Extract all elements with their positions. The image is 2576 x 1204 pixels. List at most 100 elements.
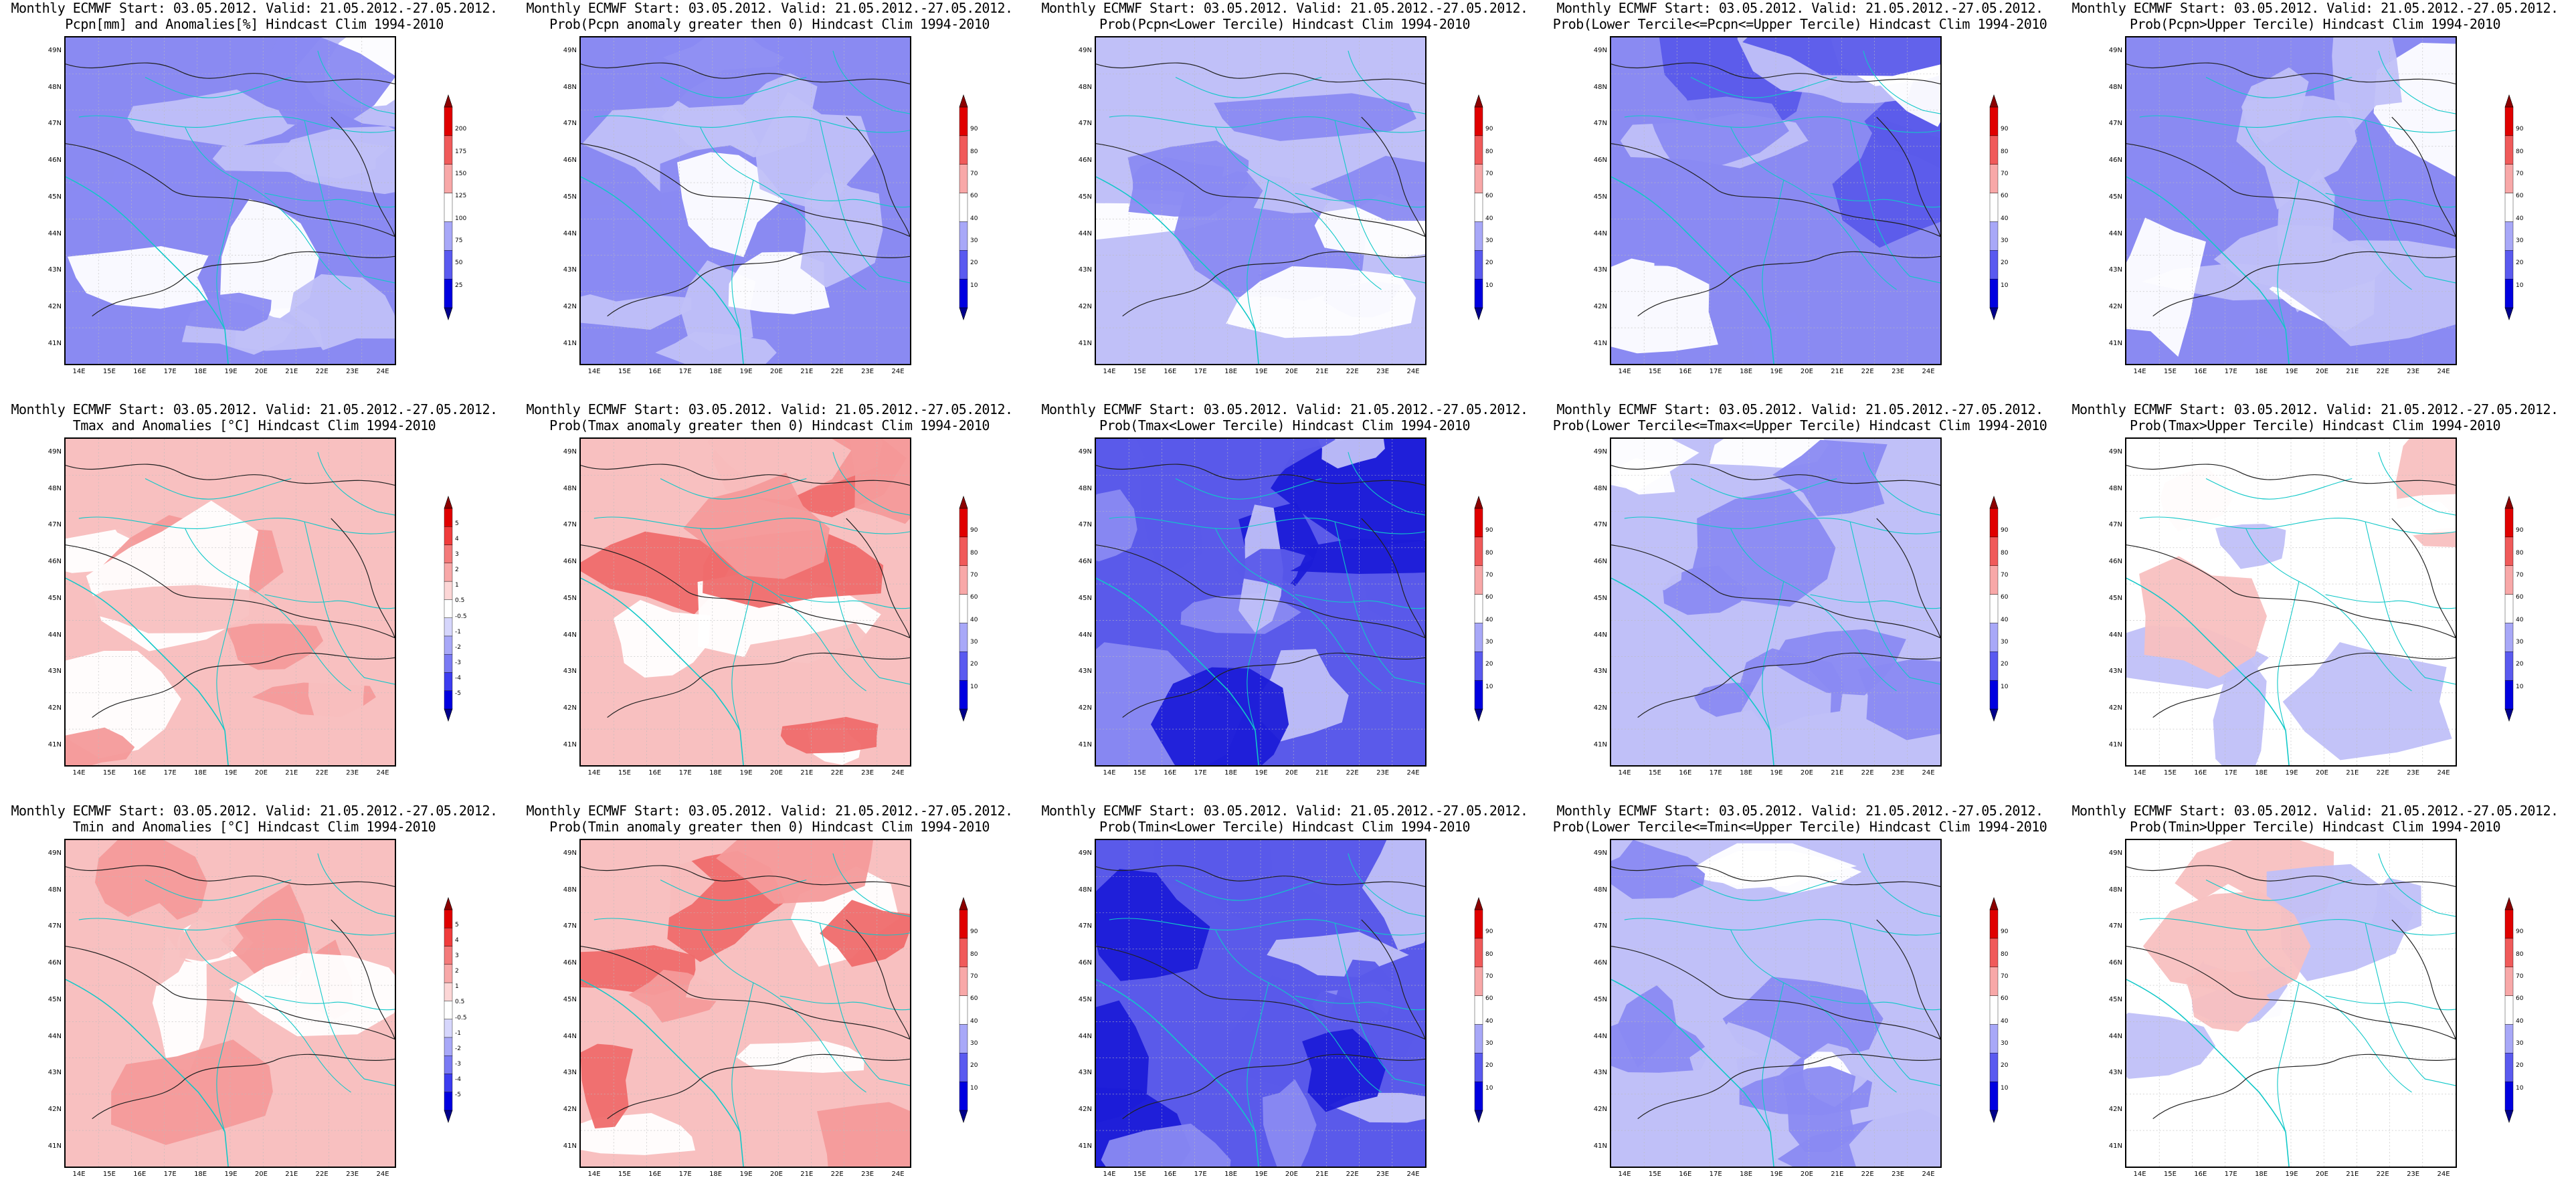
longitude-label: 22E [1346, 769, 1359, 777]
latitude-label: 41N [1593, 740, 1607, 748]
longitude-label: 23E [346, 368, 359, 375]
longitude-label: 17E [1194, 368, 1207, 375]
latitude-label: 48N [48, 484, 62, 492]
colorbar: 10 20 30 40 60 70 80 90 [2502, 94, 2543, 321]
latitude-label: 42N [48, 704, 62, 712]
panel-title-line2: Prob(Tmax<Lower Tercile) Hindcast Clim 1… [1099, 417, 1470, 433]
panel-title: Monthly ECMWF Start: 03.05.2012. Valid: … [0, 0, 509, 32]
country-border [1295, 594, 1425, 609]
latitude-label: 42N [1078, 302, 1092, 310]
longitude-label: 24E [1406, 368, 1420, 375]
panel-title: Monthly ECMWF Start: 03.05.2012. Valid: … [515, 803, 1024, 835]
coastline [1096, 176, 1259, 364]
map-panel: Monthly ECMWF Start: 03.05.2012. Valid: … [1546, 0, 2054, 401]
longitude-label: 18E [2255, 368, 2268, 375]
colorbar-tick-label: 20 [1485, 661, 1493, 668]
latitude-label: 47N [2108, 521, 2122, 529]
longitude-label: 24E [891, 769, 905, 777]
anomaly-area [1772, 439, 1888, 517]
longitude-label: 24E [891, 368, 905, 375]
colorbar-tick-label: 10 [970, 683, 978, 690]
longitude-label: 15E [618, 368, 631, 375]
map-svg [1611, 840, 1940, 1167]
panel-title: Monthly ECMWF Start: 03.05.2012. Valid: … [1030, 401, 1539, 433]
anomaly-area [849, 439, 910, 524]
longitude-label: 23E [2407, 1171, 2420, 1178]
anomaly-area [1611, 258, 1718, 354]
longitude-label: 22E [1861, 769, 1874, 777]
latitude-label: 46N [2108, 558, 2122, 566]
country-border [216, 180, 239, 330]
anomaly-area [1096, 288, 1160, 364]
latitude-label: 49N [2108, 47, 2122, 54]
country-border [700, 929, 866, 1093]
anomaly-area [2332, 37, 2402, 132]
longitude-label: 20E [254, 769, 268, 777]
colorbar-tick-label: 70 [2516, 171, 2524, 177]
country-border [185, 929, 351, 1093]
colorbar-tick-label: 20 [2516, 661, 2524, 668]
latitude-label: 45N [1593, 193, 1607, 201]
latitude-label: 49N [2108, 448, 2122, 456]
latitude-label: 42N [1078, 704, 1092, 712]
map-panel: Monthly ECMWF Start: 03.05.2012. Valid: … [1030, 0, 1539, 401]
contour-line [331, 518, 395, 638]
panel-title: Monthly ECMWF Start: 03.05.2012. Valid: … [2061, 0, 2569, 32]
latitude-label: 46N [2108, 959, 2122, 967]
colorbar-tick-label: 10 [1485, 1084, 1493, 1092]
longitude-label: 17E [2224, 1171, 2237, 1178]
colorbar-tick-label: 60 [2001, 193, 2009, 200]
colorbar-tick-label: -4 [455, 1076, 461, 1083]
longitude-label: 17E [1194, 769, 1207, 777]
colorbar-tick-label: 70 [2516, 973, 2524, 980]
colorbar-tick-label: 30 [970, 639, 978, 645]
contour-line [92, 251, 395, 317]
colorbar-tick-label: 20 [1485, 1062, 1493, 1070]
latitude-label: 41N [1078, 740, 1092, 748]
latitude-label: 49N [563, 47, 577, 54]
colorbar-tick-label: 90 [2001, 928, 2009, 936]
latitude-label: 44N [2108, 1032, 2122, 1040]
contour-line [66, 946, 395, 1040]
latitude-label: 42N [2108, 1105, 2122, 1113]
colorbar: 10 20 30 40 60 70 80 90 [2502, 495, 2543, 722]
longitude-label: 23E [1376, 368, 1390, 375]
anomaly-area [735, 623, 903, 718]
country-border [2365, 922, 2456, 1086]
longitude-label: 16E [1164, 368, 1177, 375]
colorbar-tick-label: 20 [970, 661, 978, 668]
country-border [145, 76, 292, 98]
latitude-label: 41N [2108, 339, 2122, 347]
map-svg [66, 840, 395, 1167]
country-border [819, 120, 910, 284]
colorbar-tick-label: 60 [2516, 193, 2524, 200]
panel-title: Monthly ECMWF Start: 03.05.2012. Valid: … [1546, 0, 2054, 32]
longitude-label: 24E [1922, 769, 1935, 777]
contour-line [581, 865, 910, 888]
country-border [2378, 853, 2456, 917]
map-panel: Monthly ECMWF Start: 03.05.2012. Valid: … [1546, 803, 2054, 1204]
country-border [1624, 918, 1940, 936]
colorbar-tick-label: 5 [455, 520, 459, 528]
map-area [64, 36, 396, 365]
longitude-label: 16E [1164, 1171, 1177, 1178]
anomaly-area [2139, 556, 2267, 678]
colorbar-tick-label: 10 [970, 282, 978, 289]
panel-title-line2: Prob(Pcpn<Lower Tercile) Hindcast Clim 1… [1099, 16, 1470, 32]
latitude-label: 47N [48, 922, 62, 930]
colorbar-tick-label: 10 [2001, 683, 2009, 690]
panel-title: Monthly ECMWF Start: 03.05.2012. Valid: … [1030, 0, 1539, 32]
colorbar: 10 20 30 40 60 70 80 90 [1987, 495, 2027, 722]
colorbar-tick-label: 10 [2001, 1084, 2009, 1092]
colorbar-tick-label: -1 [455, 628, 461, 635]
panel-title-line1: Monthly ECMWF Start: 03.05.2012. Valid: … [1556, 803, 2043, 819]
map-area [2125, 437, 2457, 767]
colorbar: 10 20 30 40 60 70 80 90 [1472, 495, 1512, 722]
colorbar-tick-label: 90 [970, 928, 978, 936]
colorbar-tick-label: -2 [455, 643, 461, 651]
panel-title-line1: Monthly ECMWF Start: 03.05.2012. Valid: … [1556, 0, 2043, 16]
country-border [2245, 126, 2412, 290]
map-panel: Monthly ECMWF Start: 03.05.2012. Valid: … [0, 401, 509, 803]
longitude-label: 14E [1103, 769, 1116, 777]
contour-line [1096, 464, 1425, 486]
